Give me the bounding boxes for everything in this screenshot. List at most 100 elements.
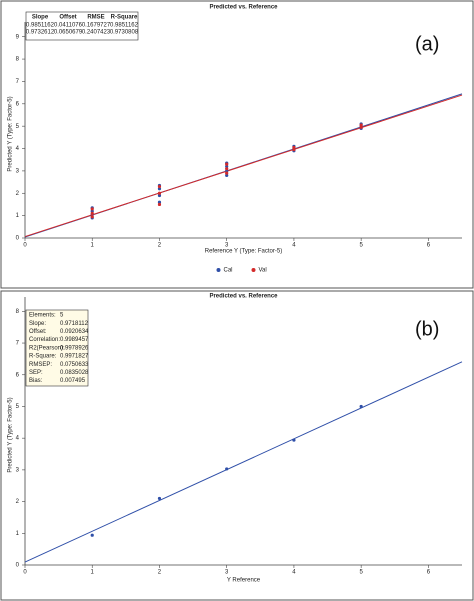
- data-point: [225, 171, 229, 175]
- y-tick-label: 5: [16, 404, 20, 410]
- y-tick-label: 6: [16, 101, 20, 107]
- panel-label: (b): [415, 318, 439, 340]
- data-point: [157, 193, 162, 198]
- y-tick-label: 8: [16, 309, 20, 315]
- data-point: [359, 404, 363, 409]
- stats-header: R-Square: [111, 15, 138, 21]
- stats-value: 0.9978926: [60, 345, 89, 351]
- data-point: [359, 123, 363, 127]
- x-tick-label: 2: [158, 243, 162, 249]
- panel-frame: [0, 0, 474, 289]
- y-tick-label: 1: [16, 531, 20, 537]
- stats-value: Elements:: [29, 313, 56, 319]
- stats-value: 0.0920634: [60, 329, 89, 335]
- stats-value: Slope:: [29, 321, 46, 327]
- fit-line: [24, 361, 463, 563]
- data-point: [157, 184, 162, 189]
- stats-value: 0.9718112: [60, 321, 89, 327]
- legend-marker: [216, 268, 221, 272]
- y-tick-label: 1: [16, 213, 20, 219]
- data-point: [90, 209, 94, 213]
- stats-value: RMSEP:: [29, 362, 52, 368]
- data-point: [225, 164, 229, 169]
- data-point: [157, 200, 162, 204]
- stats-value: 0.9851162: [26, 23, 55, 29]
- stats-value: 0.9730808: [110, 30, 139, 36]
- y-tick-label: 2: [16, 191, 20, 197]
- legend-marker: [251, 268, 256, 272]
- data-point: [157, 202, 162, 207]
- y-tick-label: 9: [16, 34, 20, 40]
- data-point: [292, 145, 296, 150]
- x-tick-label: 0: [23, 243, 27, 249]
- data-point: [359, 125, 363, 129]
- x-tick-label: 5: [359, 243, 363, 249]
- stats-value: Offset:: [29, 329, 47, 335]
- y-tick-label: 3: [16, 168, 20, 174]
- stats-value: 0.007495: [60, 378, 86, 384]
- data-point: [157, 191, 162, 195]
- data-point: [90, 215, 94, 219]
- x-tick-label: 3: [225, 243, 229, 249]
- data-point: [225, 167, 229, 171]
- y-tick-label: 2: [16, 499, 20, 505]
- chart-title: Predicted vs. Reference: [209, 294, 278, 300]
- y-tick-label: 4: [16, 146, 20, 152]
- stats-value: R-Square:: [29, 354, 57, 360]
- x-tick-label: 0: [23, 570, 27, 576]
- stats-value: 0.9971827: [60, 354, 89, 360]
- data-point: [90, 207, 94, 211]
- fit-line: [24, 94, 463, 238]
- data-point: [157, 496, 162, 501]
- stats-value: SEP:: [29, 370, 43, 376]
- data-point: [225, 169, 229, 173]
- x-tick-label: 4: [292, 243, 296, 249]
- x-tick-label: 1: [91, 243, 95, 249]
- stats-box: [25, 309, 89, 387]
- stats-value: R2(Pearson):: [29, 345, 65, 351]
- x-tick-label: 6: [427, 243, 431, 249]
- x-tick-label: 3: [225, 570, 229, 576]
- stats-box: [25, 11, 139, 41]
- x-tick-label: 1: [91, 570, 95, 576]
- data-point: [90, 211, 94, 215]
- data-point: [90, 533, 94, 537]
- y-tick-label: 7: [16, 79, 20, 85]
- panel-frame: [0, 290, 474, 601]
- stats-value: 0.9989457: [60, 337, 89, 343]
- data-point: [292, 148, 296, 152]
- stats-value: 0.0650679: [54, 30, 83, 36]
- stats-value: Bias:: [29, 378, 43, 384]
- chart-title: Predicted vs. Reference: [209, 5, 278, 11]
- stats-value: 0.9732612: [26, 30, 55, 36]
- x-tick-label: 6: [427, 570, 431, 576]
- y-tick-label: 5: [16, 124, 20, 130]
- y-tick-label: 8: [16, 57, 20, 63]
- y-tick-label: 7: [16, 341, 20, 347]
- x-axis-label: Reference Y (Type: Factor-5): [205, 249, 282, 255]
- stats-value: 0.1679727: [82, 23, 111, 29]
- stats-value: 5: [60, 313, 64, 319]
- data-point: [225, 467, 229, 471]
- x-tick-label: 4: [292, 570, 296, 576]
- legend-label: Val: [259, 268, 267, 274]
- stats-value: 0.0750633: [60, 362, 89, 368]
- panel-label: (a): [415, 33, 439, 55]
- y-tick-label: 0: [16, 236, 20, 242]
- data-point: [225, 173, 229, 177]
- y-tick-label: 3: [16, 467, 20, 473]
- y-tick-label: 6: [16, 372, 20, 378]
- legend-label: Cal: [224, 268, 233, 274]
- stats-value: 0.0835028: [60, 370, 89, 376]
- data-point: [157, 187, 162, 191]
- y-tick-label: 0: [16, 563, 20, 569]
- stats-value: 0.9851162: [110, 23, 139, 29]
- y-axis-label: Predicted Y (Type: Factor-5): [8, 96, 14, 171]
- data-point: [225, 162, 229, 166]
- y-axis-label: Predicted Y (Type: Factor-5): [8, 397, 14, 472]
- y-tick-label: 4: [16, 436, 20, 442]
- stats-header: RMSE: [87, 15, 104, 21]
- x-axis-label: Y Reference: [227, 578, 261, 584]
- stats-header: Offset: [59, 15, 76, 21]
